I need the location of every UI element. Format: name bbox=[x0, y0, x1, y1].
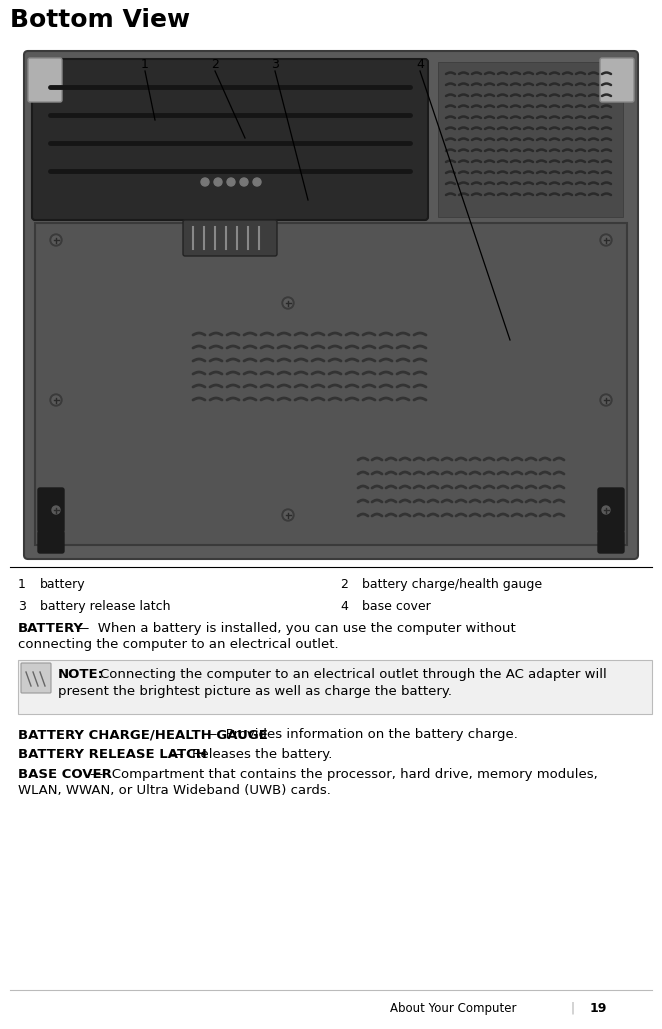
FancyBboxPatch shape bbox=[21, 663, 51, 693]
Circle shape bbox=[50, 394, 62, 406]
Text: —  Compartment that contains the processor, hard drive, memory modules,: — Compartment that contains the processo… bbox=[90, 768, 598, 781]
FancyBboxPatch shape bbox=[598, 531, 624, 553]
FancyBboxPatch shape bbox=[600, 58, 634, 102]
Text: 1: 1 bbox=[18, 578, 26, 591]
Circle shape bbox=[201, 178, 209, 186]
Bar bbox=[35, 223, 627, 545]
Text: —  Releases the battery.: — Releases the battery. bbox=[166, 748, 332, 761]
Text: BATTERY RELEASE LATCH: BATTERY RELEASE LATCH bbox=[18, 748, 207, 761]
Text: BATTERY CHARGE/HEALTH GAUGE: BATTERY CHARGE/HEALTH GAUGE bbox=[18, 728, 268, 741]
Text: present the brightest picture as well as charge the battery.: present the brightest picture as well as… bbox=[58, 685, 452, 698]
Circle shape bbox=[282, 297, 294, 309]
Text: 2: 2 bbox=[340, 578, 348, 591]
Circle shape bbox=[284, 511, 292, 519]
Circle shape bbox=[600, 504, 612, 516]
Circle shape bbox=[240, 178, 248, 186]
Text: BATTERY: BATTERY bbox=[18, 622, 84, 635]
Text: 1: 1 bbox=[141, 59, 149, 71]
Text: battery: battery bbox=[40, 578, 85, 591]
Circle shape bbox=[52, 236, 60, 244]
Circle shape bbox=[253, 178, 261, 186]
Circle shape bbox=[282, 509, 294, 521]
Text: —  Provides information on the battery charge.: — Provides information on the battery ch… bbox=[204, 728, 518, 741]
FancyBboxPatch shape bbox=[28, 58, 62, 102]
Text: —  When a battery is installed, you can use the computer without: — When a battery is installed, you can u… bbox=[76, 622, 516, 635]
FancyBboxPatch shape bbox=[598, 488, 624, 532]
Text: connecting the computer to an electrical outlet.: connecting the computer to an electrical… bbox=[18, 638, 339, 651]
Circle shape bbox=[602, 506, 610, 514]
Text: |: | bbox=[570, 1002, 574, 1015]
FancyBboxPatch shape bbox=[32, 59, 428, 220]
Circle shape bbox=[600, 394, 612, 406]
Text: 3: 3 bbox=[271, 59, 279, 71]
Text: base cover: base cover bbox=[362, 600, 431, 613]
Circle shape bbox=[50, 234, 62, 246]
FancyBboxPatch shape bbox=[38, 531, 64, 553]
Circle shape bbox=[600, 234, 612, 246]
Circle shape bbox=[602, 236, 610, 244]
Circle shape bbox=[227, 178, 235, 186]
Text: WLAN, WWAN, or Ultra Wideband (UWB) cards.: WLAN, WWAN, or Ultra Wideband (UWB) card… bbox=[18, 784, 331, 797]
Text: BASE COVER: BASE COVER bbox=[18, 768, 112, 781]
FancyBboxPatch shape bbox=[38, 488, 64, 532]
Text: battery charge/health gauge: battery charge/health gauge bbox=[362, 578, 542, 591]
Text: battery release latch: battery release latch bbox=[40, 600, 171, 613]
Text: 4: 4 bbox=[416, 59, 424, 71]
FancyBboxPatch shape bbox=[18, 660, 652, 714]
Circle shape bbox=[52, 506, 60, 514]
Text: NOTE:: NOTE: bbox=[58, 668, 104, 681]
Circle shape bbox=[602, 396, 610, 404]
Text: Connecting the computer to an electrical outlet through the AC adapter will: Connecting the computer to an electrical… bbox=[100, 668, 607, 681]
Text: 4: 4 bbox=[340, 600, 348, 613]
Circle shape bbox=[214, 178, 222, 186]
Circle shape bbox=[284, 299, 292, 307]
Bar bbox=[438, 62, 623, 217]
Text: 19: 19 bbox=[590, 1002, 607, 1015]
Text: 2: 2 bbox=[211, 59, 219, 71]
Circle shape bbox=[50, 504, 62, 516]
Text: 3: 3 bbox=[18, 600, 26, 613]
FancyBboxPatch shape bbox=[24, 51, 638, 559]
Text: Bottom View: Bottom View bbox=[10, 8, 190, 32]
Text: About Your Computer: About Your Computer bbox=[390, 1002, 516, 1015]
Circle shape bbox=[52, 396, 60, 404]
FancyBboxPatch shape bbox=[183, 220, 277, 256]
